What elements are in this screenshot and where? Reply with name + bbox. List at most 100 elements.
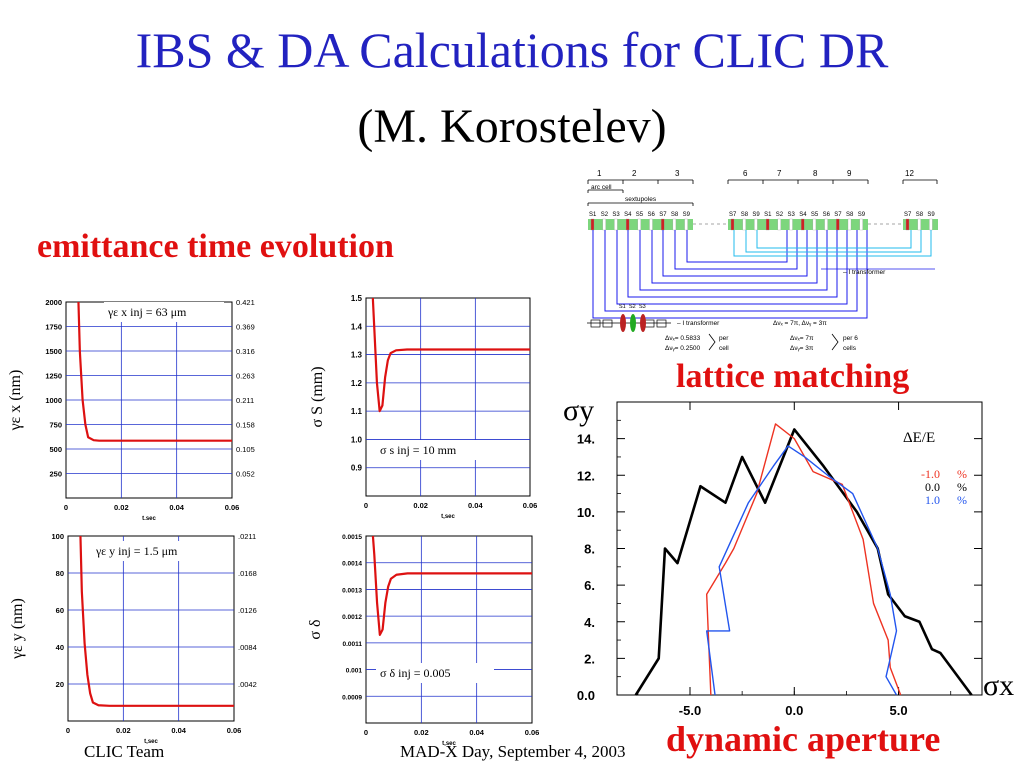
legend-entry: -1.0 bbox=[921, 467, 940, 481]
x-tick-label: 0.04 bbox=[468, 501, 483, 510]
chart-energy-spread: 0 0.02 0.04 0.06 0.0009 0.001 0.0011 0.0012 0.00… bbox=[307, 534, 539, 747]
x-tick-label: 0.06 bbox=[225, 503, 240, 512]
y-tick-label: 100 bbox=[51, 532, 64, 541]
sextupole-label: S6 bbox=[648, 212, 656, 218]
y-tick-label: 1750 bbox=[45, 323, 62, 332]
y2-tick-label: 0.158 bbox=[236, 421, 255, 430]
y-tick-label: 0.0 bbox=[577, 688, 595, 703]
sextupole-label: S9 bbox=[752, 212, 760, 218]
sextupole-label: S3 bbox=[788, 212, 796, 218]
chart-emittance-y: 0 0.02 0.04 0.06 20 40 60 80 100 .0042 .0084 .0126.… bbox=[9, 532, 257, 745]
sextupole-label: S9 bbox=[683, 212, 691, 218]
y2-tick-label: .0126 bbox=[238, 606, 257, 615]
svg-text:S2: S2 bbox=[629, 304, 636, 310]
y-tick-label: 12. bbox=[577, 468, 595, 483]
sextupole-magnet bbox=[625, 218, 630, 231]
plot-frame bbox=[67, 535, 235, 722]
cell-label: cell bbox=[719, 345, 729, 352]
sextupole-magnet bbox=[801, 218, 805, 231]
y-tick-label: 250 bbox=[49, 470, 62, 479]
legend-entry: 1.0 bbox=[925, 493, 940, 507]
y-tick-label: 2. bbox=[584, 651, 595, 666]
legend-entry-unit: % bbox=[957, 467, 967, 481]
y-tick-label: 1.2 bbox=[351, 379, 363, 388]
sextupole-magnet bbox=[661, 218, 665, 231]
sextupole-magnet bbox=[905, 218, 910, 231]
x-tick-label: 0 bbox=[364, 728, 368, 737]
sextupole-magnet bbox=[637, 218, 641, 231]
y-tick-label: 1250 bbox=[45, 372, 62, 381]
sextupole-magnet bbox=[847, 218, 852, 231]
data-series-line bbox=[634, 428, 973, 696]
data-series-line bbox=[705, 423, 902, 696]
cell-number: 8 bbox=[813, 169, 818, 178]
annotation-box bbox=[376, 663, 494, 683]
y2-tick-label: .0084 bbox=[238, 643, 257, 652]
y-tick-label: 1000 bbox=[45, 396, 62, 405]
matching-line bbox=[674, 230, 798, 270]
sextupole-label: S1 bbox=[589, 212, 597, 218]
y-axis-label: γε x (nm) bbox=[7, 370, 24, 432]
x-tick-label: 0 bbox=[364, 501, 368, 510]
matching-line bbox=[745, 230, 922, 253]
annotation-text: σ δ inj = 0.005 bbox=[380, 666, 451, 680]
x-tick-label: 0.02 bbox=[414, 728, 429, 737]
x-tick-label: 0.0 bbox=[785, 703, 803, 718]
x-tick-label: 0 bbox=[64, 503, 68, 512]
y-tick-label: 1500 bbox=[45, 347, 62, 356]
legend-title: ΔE/E bbox=[903, 430, 935, 446]
y2-tick-label: 0.211 bbox=[236, 396, 254, 405]
lattice-label: lattice matching bbox=[676, 358, 910, 395]
y-tick-label: 80 bbox=[56, 569, 64, 578]
y-tick-label: 1.1 bbox=[351, 407, 363, 416]
x-axis-label: t,sec bbox=[442, 741, 456, 747]
y2-tick-label: 0.421 bbox=[236, 298, 255, 307]
sextupole-label: S7 bbox=[904, 212, 912, 218]
per-label: per bbox=[719, 335, 729, 342]
plot-frame bbox=[365, 535, 533, 724]
emittance-label: emittance time evolution bbox=[37, 228, 394, 265]
matching-line bbox=[686, 230, 788, 263]
sextupole-label: S3 bbox=[612, 212, 620, 218]
sextupole-label: S2 bbox=[601, 212, 609, 218]
annotation-text: σ s inj = 10 mm bbox=[380, 443, 457, 457]
legend-entry: 0.0 bbox=[925, 480, 940, 494]
phase-advance-label: Δνₓ = 7π, Δνᵧ = 3π bbox=[773, 320, 827, 327]
y-tick-label: 60 bbox=[56, 606, 64, 615]
y-axis-label: σ δ bbox=[307, 619, 324, 639]
sextupole-label: S6 bbox=[823, 212, 831, 218]
cell-number: 2 bbox=[632, 169, 637, 178]
sextupole-label: S8 bbox=[671, 212, 679, 218]
x-tick-label: 0.06 bbox=[523, 501, 538, 510]
y2-tick-label: 0.052 bbox=[236, 470, 255, 479]
sextupole-label: S7 bbox=[834, 212, 842, 218]
annotation-text: γε y inj = 1.5 μm bbox=[95, 544, 178, 558]
sextupole-magnet bbox=[917, 218, 921, 231]
sextupole-label: S4 bbox=[799, 212, 807, 218]
chart-emittance-x: 0 0.02 0.04 0.06 250 500 750 1000 1250 1500 1750 20… bbox=[7, 298, 255, 520]
y-tick-label: 6. bbox=[584, 578, 595, 593]
svg-text:S3: S3 bbox=[639, 304, 646, 310]
x-tick-label: 5.0 bbox=[890, 703, 908, 718]
x-tick-label: 0.02 bbox=[116, 726, 131, 735]
transformer-label: – I transformer bbox=[677, 320, 720, 327]
small-cell-icon: S1 S2 S3 bbox=[587, 304, 671, 332]
sextupole-magnet bbox=[929, 218, 933, 231]
sextupole-magnet bbox=[765, 218, 770, 231]
y-tick-label: 0.0015 bbox=[342, 534, 362, 541]
cell-number: 9 bbox=[847, 169, 852, 178]
sextupole-label: S9 bbox=[858, 212, 866, 218]
cell-number: 6 bbox=[743, 169, 748, 178]
sextupole-magnet bbox=[730, 218, 735, 231]
y-tick-label: 0.001 bbox=[346, 668, 363, 675]
y2-tick-label: 0.105 bbox=[236, 445, 255, 454]
x-tick-label: 0.02 bbox=[114, 503, 129, 512]
y-axis-label: σ S (mm) bbox=[309, 366, 326, 427]
sextupole-magnet bbox=[590, 218, 595, 231]
x-tick-label: 0.04 bbox=[469, 728, 484, 737]
matching-line bbox=[733, 230, 932, 257]
sextupole-magnet bbox=[836, 218, 840, 231]
matching-line bbox=[627, 230, 838, 298]
y-tick-label: 10. bbox=[577, 505, 595, 520]
y2-tick-label: .0168 bbox=[238, 569, 257, 578]
